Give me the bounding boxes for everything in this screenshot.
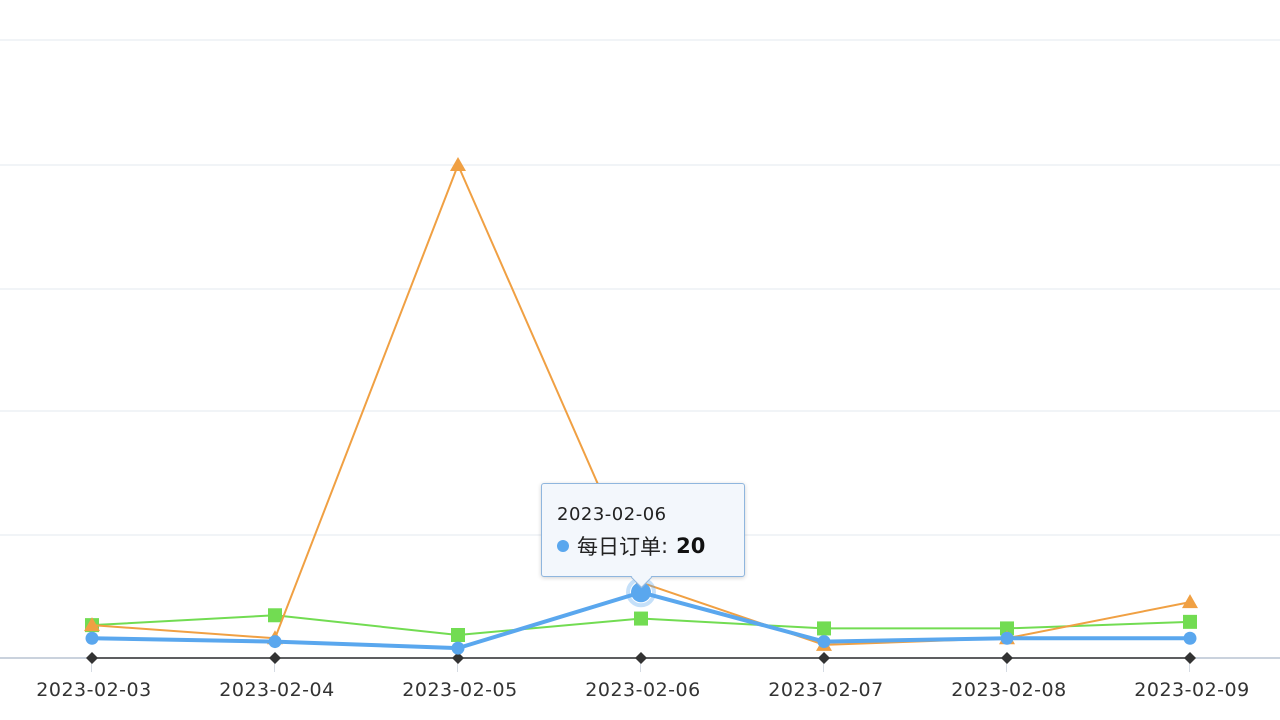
x-tick-label-1: 2023-02-04 xyxy=(219,679,334,701)
series-2-point-5 xyxy=(1000,621,1014,636)
tooltip-series-dot xyxy=(557,540,569,552)
series-2-point-2 xyxy=(451,627,465,642)
series-1-point-0 xyxy=(84,617,100,632)
tooltip: 2023-02-06 每日订单 : 20 xyxy=(541,483,745,577)
tooltip-series-name: 每日订单 xyxy=(577,535,661,559)
x-tick-label-5: 2023-02-08 xyxy=(951,679,1066,701)
series-0-point-2 xyxy=(451,641,465,655)
series-3-point-5 xyxy=(1001,652,1013,664)
series-2-point-3 xyxy=(634,611,648,626)
series-2-point-1 xyxy=(268,608,282,623)
series-0-point-5 xyxy=(1000,631,1014,645)
series-0-point-4 xyxy=(817,635,831,649)
series-0-point-1 xyxy=(268,635,282,649)
tooltip-separator: : xyxy=(661,534,669,558)
tooltip-date: 2023-02-06 xyxy=(557,504,667,525)
tooltip-row: 每日订单 : 20 xyxy=(557,531,705,561)
x-tick-label-2: 2023-02-05 xyxy=(402,679,517,701)
series-1-point-2 xyxy=(450,157,466,171)
series-0-point-0 xyxy=(85,631,99,645)
series-2-point-6 xyxy=(1183,614,1197,629)
series-0-point-3 xyxy=(631,582,651,603)
series-3-point-3 xyxy=(635,652,647,664)
x-tick-label-0: 2023-02-03 xyxy=(36,679,151,701)
series-2-point-4 xyxy=(817,621,831,636)
series-0-point-6 xyxy=(1183,631,1197,645)
series-3-point-2 xyxy=(452,652,464,664)
x-tick-label-4: 2023-02-07 xyxy=(768,679,883,701)
tooltip-value: 20 xyxy=(676,534,706,558)
series-1-point-6 xyxy=(1182,594,1198,609)
series-3-point-0 xyxy=(86,652,98,664)
x-tick-label-3: 2023-02-06 xyxy=(585,679,700,701)
series-3-point-4 xyxy=(818,652,830,664)
series-3-point-6 xyxy=(1184,652,1196,664)
x-tick-label-6: 2023-02-09 xyxy=(1134,679,1249,701)
series-3-point-1 xyxy=(269,652,281,664)
